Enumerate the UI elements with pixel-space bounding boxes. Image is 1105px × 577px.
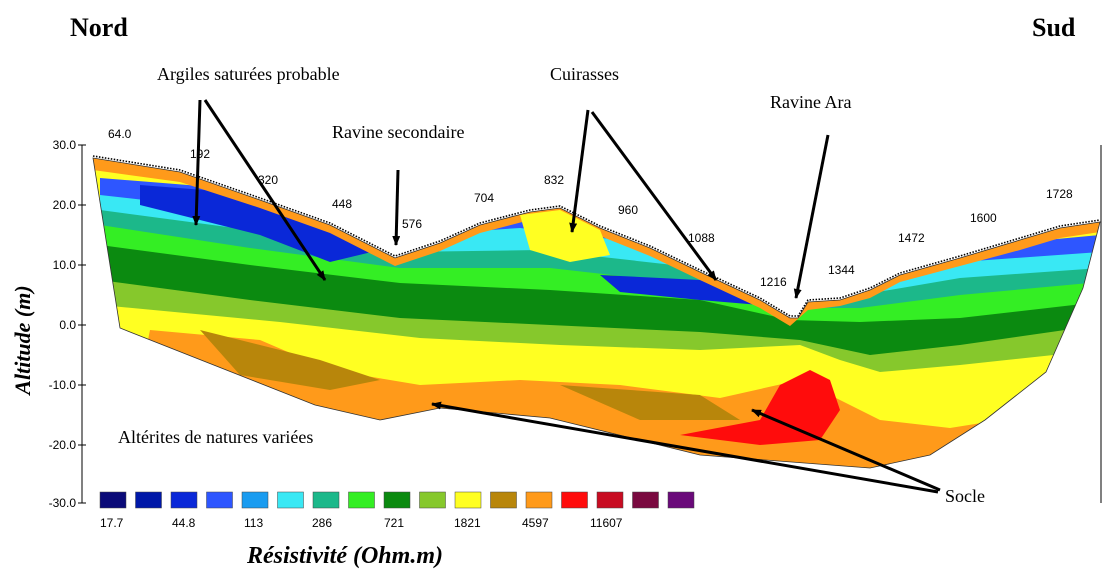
legend-swatch [561, 491, 588, 509]
legend-swatch [241, 491, 269, 509]
distance-marker: 1728 [1046, 187, 1073, 201]
svg-text:0.0: 0.0 [59, 318, 76, 332]
y-tick-label: 0.0 [59, 318, 86, 332]
legend-swatch [348, 491, 375, 509]
svg-text:30.0: 30.0 [53, 138, 77, 152]
annotation-ravine-secondaire: Ravine secondaire [332, 122, 464, 142]
arrow-cuirasses-1 [569, 109, 590, 233]
arrow-argiles-2 [203, 99, 327, 281]
legend-label: 113 [244, 516, 263, 530]
y-axis-title: Altitude (m) [10, 285, 35, 396]
legend-swatch [667, 491, 695, 509]
y-tick-label: 20.0 [53, 198, 86, 212]
svg-text:-20.0: -20.0 [49, 438, 77, 452]
annotation-argiles: Argiles saturées probable [157, 64, 340, 84]
legend-swatch [525, 491, 553, 509]
legend-label: 286 [312, 516, 332, 530]
legend-label: 4597 [522, 516, 549, 530]
legend-swatch [419, 491, 446, 509]
y-axis: 30.0 20.0 10.0 0.0 -10.0 -20.0 -30.0 [49, 138, 1102, 510]
legend-label: 721 [384, 516, 404, 530]
distance-marker: 192 [190, 147, 210, 161]
arrow-ravine-secondaire [392, 169, 401, 246]
arrow-argiles-1 [192, 99, 202, 226]
legend-swatches [99, 491, 695, 509]
legend-swatch [312, 491, 340, 509]
y-tick-label: 30.0 [53, 138, 86, 152]
legend-swatch [383, 491, 411, 509]
arrow-cuirasses-2 [590, 111, 718, 281]
distance-marker: 1216 [760, 275, 787, 289]
legend-swatch [490, 491, 517, 509]
distance-marker: 704 [474, 191, 494, 205]
legend-swatch [206, 491, 233, 509]
distance-marker: 1088 [688, 231, 715, 245]
annotation-ravine-ara: Ravine Ara [770, 92, 851, 112]
legend-swatch [277, 491, 304, 509]
distance-markers: 64.0 192 320 448 576 704 832 960 1088 12… [108, 127, 1073, 289]
legend-swatch [596, 491, 624, 509]
annotation-alterites: Altérites de natures variées [118, 427, 313, 447]
arrow-ravine-ara [793, 134, 830, 299]
section-band-brown [560, 385, 740, 420]
arrow-socle-2 [751, 408, 941, 492]
legend-label: 44.8 [172, 516, 196, 530]
distance-marker: 1344 [828, 263, 855, 277]
svg-text:20.0: 20.0 [53, 198, 77, 212]
y-tick-label: 10.0 [53, 258, 86, 272]
direction-label-south: Sud [1032, 13, 1076, 42]
distance-marker: 576 [402, 217, 422, 231]
distance-marker: 448 [332, 197, 352, 211]
annotation-socle: Socle [945, 486, 985, 506]
legend-label: 1821 [454, 516, 481, 530]
legend-swatch [632, 491, 659, 509]
legend-swatch [170, 491, 198, 509]
svg-text:-30.0: -30.0 [49, 496, 77, 510]
legend-swatch [99, 491, 127, 509]
legend-title: Résistivité (Ohm.m) [246, 543, 443, 569]
distance-marker: 1600 [970, 211, 997, 225]
section-band-yellow-cuirasse [520, 210, 610, 262]
distance-marker: 1472 [898, 231, 925, 245]
annotation-arrows [192, 99, 941, 494]
legend-swatch [454, 491, 482, 509]
legend-swatch [135, 491, 162, 509]
section-band-darkgreen [100, 240, 1100, 355]
svg-text:10.0: 10.0 [53, 258, 77, 272]
svg-text:-10.0: -10.0 [49, 378, 77, 392]
y-tick-label: -30.0 [49, 496, 86, 510]
direction-label-north: Nord [70, 13, 128, 42]
legend-label: 11607 [590, 516, 623, 530]
y-tick-label: -10.0 [49, 378, 86, 392]
y-tick-label: -20.0 [49, 438, 86, 452]
distance-marker: 64.0 [108, 127, 132, 141]
annotation-cuirasses: Cuirasses [550, 64, 619, 84]
legend-label: 17.7 [100, 516, 124, 530]
resistivity-legend: 17.7 44.8 113 286 721 1821 4597 11607 Ré… [99, 491, 695, 569]
section-band-darkblue [600, 275, 760, 305]
distance-marker: 960 [618, 203, 638, 217]
section-band-red [680, 370, 840, 445]
section-band-darkblue [140, 185, 380, 262]
distance-marker: 320 [258, 173, 278, 187]
distance-marker: 832 [544, 173, 564, 187]
arrow-socle-1 [431, 401, 939, 494]
section-band-brown [200, 330, 380, 390]
